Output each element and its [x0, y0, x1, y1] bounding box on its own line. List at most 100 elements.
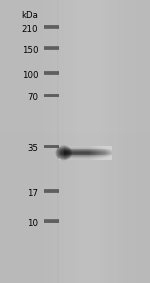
Bar [84, 149, 85, 150]
Bar [44, 49, 58, 50]
Bar [91, 149, 92, 150]
Bar [112, 153, 113, 154]
Bar [100, 152, 101, 153]
Bar [96, 146, 97, 147]
Bar [78, 153, 79, 154]
Bar [67, 152, 68, 153]
Bar [109, 159, 110, 160]
Bar [92, 158, 93, 159]
Bar [48, 0, 50, 283]
Bar [102, 152, 103, 153]
Bar [89, 147, 90, 148]
Bar [91, 156, 92, 157]
Bar [44, 28, 58, 29]
Bar [97, 153, 98, 154]
Bar [117, 0, 120, 283]
Bar [112, 154, 113, 155]
Bar [81, 150, 82, 151]
Bar [0, 276, 150, 283]
Bar [77, 155, 78, 156]
Bar [60, 159, 61, 160]
Bar [42, 0, 45, 283]
Bar [87, 151, 88, 152]
Bar [82, 157, 83, 158]
Bar [88, 159, 89, 160]
Bar [86, 154, 87, 155]
Bar [82, 146, 83, 147]
Bar [83, 150, 84, 151]
Bar [67, 146, 68, 147]
Bar [106, 146, 107, 147]
Bar [87, 149, 88, 150]
Bar [101, 158, 102, 159]
Bar [66, 147, 67, 148]
Bar [112, 157, 113, 158]
Bar [88, 150, 89, 151]
Bar [88, 158, 89, 159]
Bar [65, 152, 66, 153]
Bar [83, 155, 84, 156]
Bar [96, 154, 97, 155]
Bar [77, 157, 78, 158]
Bar [60, 156, 61, 157]
Bar [80, 156, 81, 157]
Bar [68, 159, 69, 160]
Bar [70, 0, 72, 283]
Bar [86, 158, 87, 159]
Bar [72, 153, 73, 154]
Bar [71, 154, 72, 155]
Bar [86, 152, 87, 153]
Bar [62, 153, 63, 154]
Bar [62, 159, 63, 160]
Bar [89, 146, 90, 147]
Bar [83, 156, 84, 157]
Bar [87, 146, 88, 147]
Bar [0, 35, 150, 42]
Bar [108, 157, 109, 158]
Bar [44, 147, 58, 148]
Bar [96, 157, 97, 158]
Bar [100, 0, 102, 283]
Bar [74, 157, 75, 158]
Bar [105, 152, 106, 153]
Bar [109, 152, 110, 153]
Bar [75, 152, 76, 153]
Bar [95, 155, 96, 156]
Bar [106, 154, 107, 155]
Bar [79, 155, 80, 156]
Text: 150: 150 [22, 46, 38, 55]
Bar [82, 150, 83, 151]
Bar [101, 155, 102, 156]
Bar [59, 148, 60, 149]
Bar [85, 159, 86, 160]
Bar [90, 147, 91, 148]
Bar [109, 146, 110, 147]
Bar [104, 151, 105, 152]
Bar [89, 155, 90, 156]
Bar [81, 148, 82, 149]
Bar [85, 149, 86, 150]
Bar [100, 147, 101, 148]
Bar [66, 146, 67, 147]
Bar [102, 155, 103, 156]
Bar [107, 157, 108, 158]
Bar [59, 153, 60, 154]
Bar [60, 151, 61, 152]
Text: 70: 70 [27, 93, 38, 102]
Bar [93, 153, 94, 154]
Bar [73, 153, 74, 154]
Bar [90, 149, 91, 150]
Bar [77, 150, 78, 151]
Ellipse shape [56, 145, 72, 160]
Bar [100, 149, 101, 150]
Bar [84, 152, 85, 153]
Bar [50, 0, 52, 283]
Bar [84, 158, 85, 159]
Bar [88, 152, 89, 153]
Bar [80, 157, 81, 158]
Bar [81, 151, 82, 152]
Bar [112, 149, 113, 150]
Bar [64, 159, 65, 160]
Bar [102, 151, 103, 152]
Bar [103, 158, 104, 159]
